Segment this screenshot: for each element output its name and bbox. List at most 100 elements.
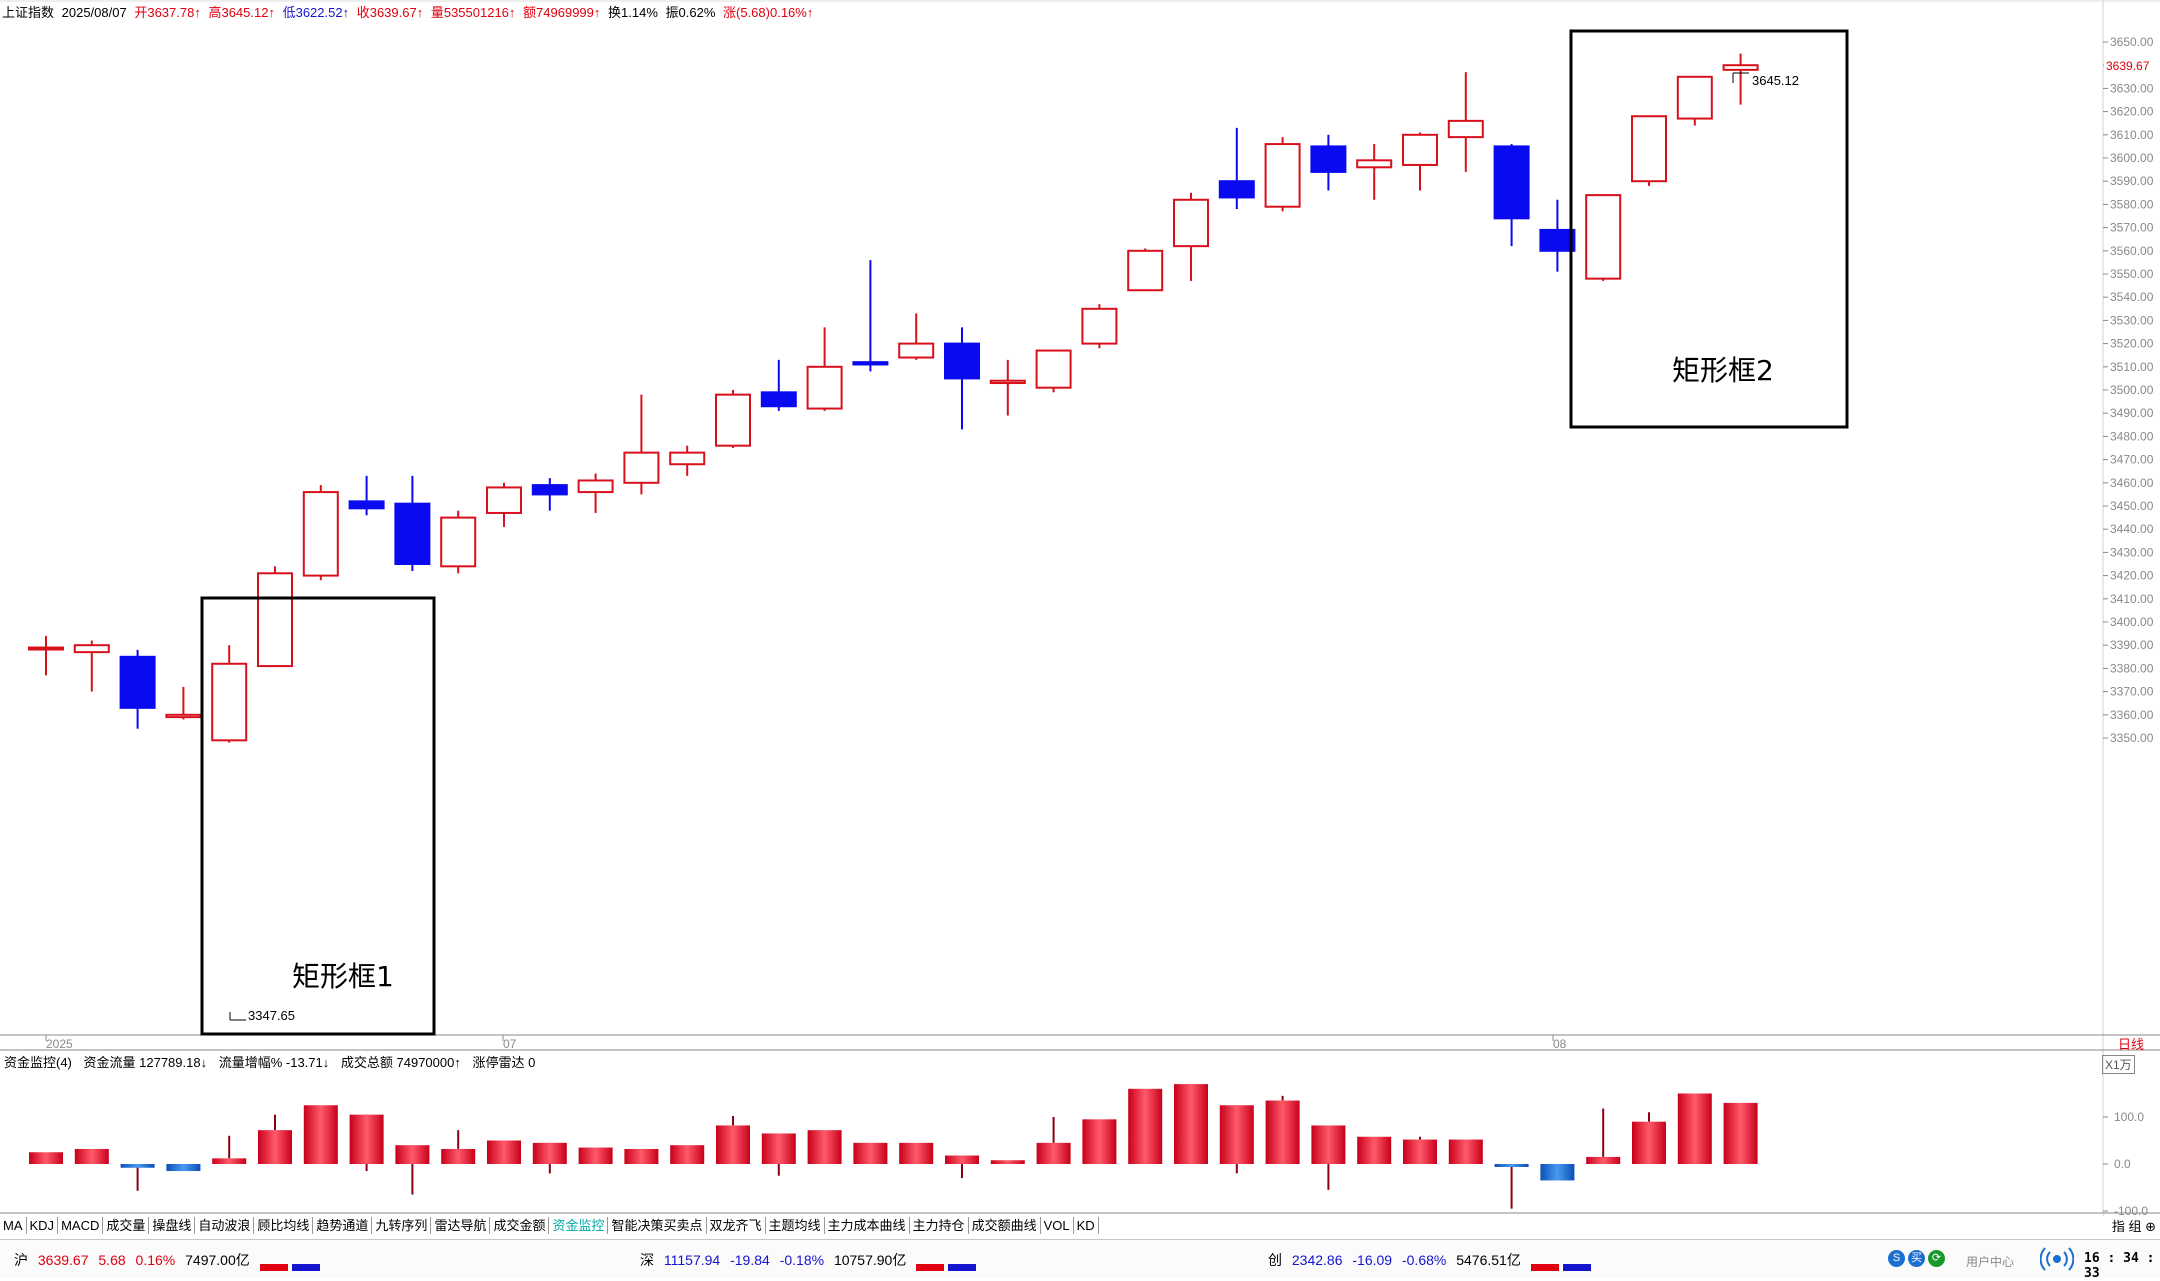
money-flow-bar — [1677, 1093, 1712, 1164]
refresh-icon[interactable]: ⟳ — [1928, 1250, 1945, 1267]
money-flow-bar-body — [1403, 1139, 1437, 1164]
annotation-box-1[interactable] — [200, 596, 436, 1036]
candle-body — [1447, 119, 1484, 139]
status-cy-amount: 5476.51亿 — [1456, 1252, 1521, 1268]
candle-body — [257, 572, 293, 668]
candle — [73, 640, 110, 692]
candle — [760, 359, 797, 411]
s-icon[interactable]: S — [1888, 1250, 1905, 1267]
money-flow-value: 资金流量 127789.18↓ — [83, 1055, 208, 1070]
candle-body — [1081, 307, 1118, 345]
indicator-tab[interactable]: 资金监控 — [549, 1217, 609, 1234]
money-flow-bar — [1265, 1095, 1300, 1164]
indicator-tab[interactable]: MACD — [58, 1217, 104, 1234]
indicator-tab[interactable]: 成交额曲线 — [969, 1217, 1041, 1234]
indicator-tab[interactable]: KDJ — [27, 1217, 59, 1234]
status-sh[interactable]: 沪 3639.67 5.68 0.16% 7497.00亿 — [14, 1250, 330, 1271]
limit-up-radar: 涨停雷达 0 — [472, 1055, 536, 1070]
indicator-tab[interactable]: 自动波浪 — [195, 1217, 255, 1234]
candle-body — [1539, 228, 1576, 252]
candle-body — [1264, 143, 1301, 208]
indicator-tab[interactable]: VOL — [1041, 1217, 1074, 1234]
candle-body — [1676, 75, 1713, 120]
indicator-tab[interactable]: 主力持仓 — [910, 1217, 969, 1234]
quote-info-bar: 上证指数 2025/08/07 开3637.78↑ 高3645.12↑ 低362… — [2, 2, 817, 20]
candle-body — [119, 655, 156, 709]
current-price-bg — [2104, 56, 2160, 74]
low-price-label: 3347.65 — [248, 1008, 295, 1023]
money-flow-bar-body — [1174, 1084, 1208, 1164]
candle-body — [806, 365, 843, 410]
money-flow-bar-body — [899, 1142, 934, 1164]
candle — [1722, 53, 1759, 105]
money-flow-bar-body — [258, 1130, 292, 1164]
candle-body — [1356, 159, 1393, 169]
indicator-tab[interactable]: 智能决策买卖点 — [608, 1217, 707, 1234]
signal-icon[interactable] — [2040, 1244, 2074, 1274]
user-center-link[interactable]: 用户中心 — [1966, 1255, 2015, 1269]
candle — [1631, 115, 1667, 186]
indicator-tab[interactable]: 雷达导航 — [431, 1217, 491, 1234]
candle — [1585, 194, 1622, 281]
money-flow-bar — [258, 1114, 292, 1164]
price-tick-label: 3440.00 — [2110, 522, 2154, 536]
candle-body — [898, 342, 935, 359]
candle-body — [165, 713, 202, 719]
money-flow-bar-body — [1128, 1088, 1163, 1164]
money-flow-bar — [1632, 1112, 1666, 1164]
status-sz-pct: -0.18% — [779, 1252, 825, 1268]
money-flow-bar-body — [1494, 1164, 1529, 1167]
indicator-tab[interactable]: 成交量 — [103, 1217, 150, 1234]
indicator-tab[interactable]: KD — [1074, 1217, 1099, 1234]
status-sh-pct: 0.16% — [135, 1252, 176, 1268]
status-cy-bar — [1530, 1258, 1595, 1271]
indicator-tab[interactable]: 操盘线 — [149, 1217, 196, 1234]
price-tick-label: 3350.00 — [2110, 731, 2154, 745]
money-flow-bar — [670, 1145, 705, 1164]
status-sh-value: 3639.67 — [37, 1252, 89, 1268]
indicator-tab[interactable]: 顾比均线 — [254, 1217, 314, 1234]
indicator-tab[interactable]: 趋势通道 — [313, 1217, 373, 1234]
indicator-tab[interactable]: 主题均线 — [766, 1217, 825, 1234]
indicator-tabbar: MA KDJ MACD 成交量 操盘线 自动波浪 顾比均线 趋势通道 九转序列 雷达导航 成交金额资… — [0, 1216, 2160, 1235]
indicator-tab[interactable]: 成交金额 — [490, 1217, 550, 1234]
chart-svg[interactable]: 3650.003640.003630.003620.003610.003600.… — [0, 0, 2160, 1216]
price-tick-label: 3560.00 — [2110, 244, 2154, 258]
price-tick-label: 3460.00 — [2110, 476, 2154, 490]
indicator-tab[interactable]: 双龙齐飞 — [707, 1217, 766, 1234]
indicator-tab[interactable]: 主力成本曲线 — [825, 1217, 910, 1234]
money-flow-bar — [1723, 1102, 1758, 1164]
money-flow-bar — [29, 1152, 63, 1164]
indicator-tab[interactable]: MA — [0, 1217, 27, 1234]
quote-change: 涨(5.68)0.16%↑ — [723, 5, 814, 20]
quote-volume: 量535501216↑ — [430, 5, 516, 20]
money-flow-bar-body — [1448, 1139, 1483, 1164]
candle — [440, 510, 477, 574]
annotation-box-2[interactable] — [1569, 29, 1849, 429]
status-cy-name: 创 — [1268, 1252, 1282, 1268]
status-bar: 沪 3639.67 5.68 0.16% 7497.00亿 深 11157.94… — [0, 1239, 2160, 1281]
status-cy[interactable]: 创 2342.86 -16.09 -0.68% 5476.51亿 — [1268, 1250, 1601, 1271]
candle — [1539, 199, 1576, 272]
price-tick-label: 3610.00 — [2110, 128, 2154, 142]
annotation-box-2-label: 矩形框2 — [1672, 354, 1774, 387]
money-flow-bar-body — [487, 1140, 521, 1164]
candle-body — [348, 500, 385, 510]
price-tick-label: 3470.00 — [2110, 453, 2154, 467]
tab-right-controls[interactable]: 指 组 ⊕ — [2111, 1219, 2156, 1234]
price-tick-label: 3650.00 — [2110, 35, 2154, 49]
period-label[interactable]: 日线 — [2118, 1037, 2145, 1052]
status-sz-value: 11157.94 — [663, 1252, 721, 1268]
candle — [1402, 132, 1438, 191]
status-sz[interactable]: 深 11157.94 -19.84 -0.18% 10757.90亿 — [640, 1250, 986, 1271]
candle-body — [577, 479, 614, 494]
candle — [1173, 192, 1209, 281]
money-flow-bar-body — [29, 1152, 63, 1164]
money-flow-bar-body — [349, 1114, 384, 1164]
quote-low: 低3622.52↑ — [282, 5, 350, 20]
indicator-tab[interactable]: 九转序列 — [372, 1217, 432, 1234]
money-flow-bar — [761, 1133, 796, 1176]
buy-icon[interactable]: 买 — [1908, 1250, 1925, 1267]
candle-body — [28, 646, 64, 651]
money-flow-bar-body — [1632, 1121, 1666, 1164]
